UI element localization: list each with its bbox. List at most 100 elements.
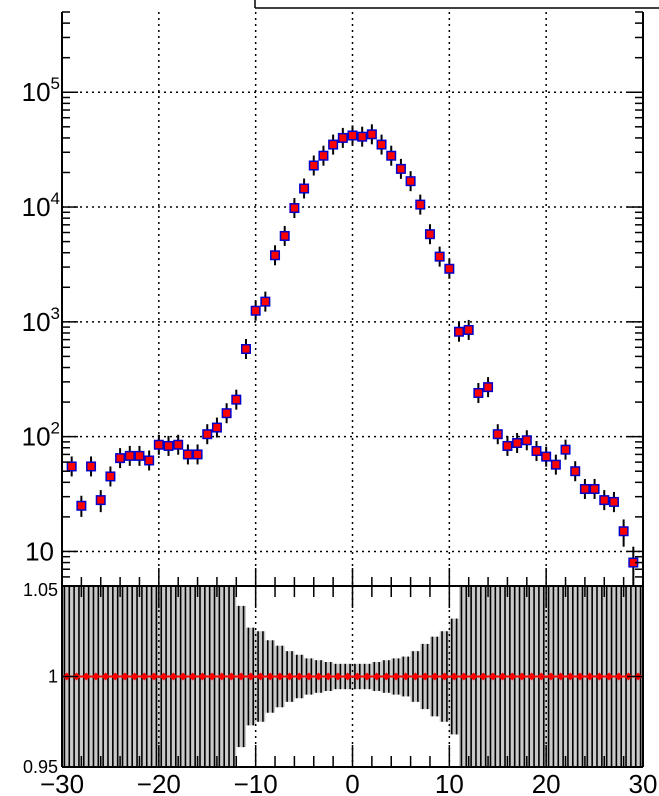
ratio-point: [324, 672, 333, 681]
data-marker: [155, 441, 163, 449]
data-marker: [416, 201, 424, 209]
data-point: [289, 198, 300, 219]
data-marker: [271, 251, 279, 259]
data-marker: [378, 141, 386, 149]
ratio-point: [169, 672, 178, 681]
data-marker: [571, 467, 579, 475]
data-marker: [339, 134, 347, 142]
data-marker: [503, 442, 511, 450]
data-point: [347, 125, 358, 146]
ratio-point: [256, 672, 265, 681]
top-y-tick-label: 103: [22, 304, 60, 337]
data-point: [86, 456, 97, 477]
data-marker: [68, 462, 76, 470]
ratio-point: [217, 672, 226, 681]
ratio-point: [149, 672, 158, 681]
data-point: [308, 155, 319, 176]
x-tick-label: −30: [40, 769, 84, 796]
ratio-markers: [62, 672, 643, 681]
ratio-point: [246, 672, 255, 681]
ratio-point: [227, 672, 236, 681]
data-point: [182, 444, 193, 465]
data-marker: [562, 446, 570, 454]
data-point: [337, 127, 348, 148]
data-marker: [77, 502, 85, 510]
data-marker: [620, 527, 628, 535]
ratio-point: [401, 672, 410, 681]
data-marker: [474, 389, 482, 397]
ratio-point: [82, 672, 91, 681]
ratio-point: [537, 672, 546, 681]
data-point: [579, 478, 590, 499]
x-tick-label: 30: [629, 769, 658, 796]
data-marker: [261, 298, 269, 306]
ratio-point: [576, 672, 585, 681]
ratio-point: [430, 672, 439, 681]
data-point: [163, 435, 174, 456]
data-point: [608, 491, 619, 513]
data-marker: [397, 165, 405, 173]
ratio-axes: [61, 585, 644, 768]
data-point: [366, 124, 377, 145]
data-point: [202, 424, 213, 445]
data-point: [599, 490, 610, 511]
data-point: [95, 490, 106, 513]
ratio-point: [488, 672, 497, 681]
data-marker: [610, 498, 618, 506]
top-plot-frame-fill: [62, 12, 643, 586]
data-marker: [387, 152, 395, 160]
data-marker: [436, 253, 444, 261]
data-point: [357, 126, 368, 147]
data-marker: [426, 230, 434, 238]
ratio-point: [459, 672, 468, 681]
ratio-point: [304, 672, 313, 681]
data-point: [483, 377, 494, 398]
data-point: [260, 291, 271, 312]
data-point: [279, 225, 290, 246]
data-marker: [252, 307, 260, 315]
ratio-point: [372, 672, 381, 681]
ratio-point: [595, 672, 604, 681]
ratio-point: [363, 672, 372, 681]
ratio-y-tick-label: 1: [48, 667, 58, 687]
data-point: [270, 245, 281, 266]
data-marker: [465, 326, 473, 334]
ratio-y-tick-label: 1.05: [23, 580, 58, 600]
ratio-point: [140, 672, 149, 681]
top-panel: 10 102 103 104 105: [22, 11, 644, 587]
data-point: [473, 382, 484, 403]
data-point: [221, 403, 232, 424]
data-marker: [126, 452, 134, 460]
data-marker: [591, 485, 599, 493]
ratio-point: [179, 672, 188, 681]
data-point: [318, 145, 329, 166]
data-point: [512, 433, 523, 454]
data-marker: [368, 130, 376, 138]
data-point: [560, 439, 571, 460]
data-marker: [97, 496, 105, 504]
data-point: [299, 178, 310, 199]
top-axes: [61, 11, 644, 587]
data-marker: [455, 328, 463, 336]
data-point: [211, 417, 222, 438]
ratio-point: [159, 672, 168, 681]
ratio-point: [130, 672, 139, 681]
data-point: [454, 321, 465, 342]
data-point: [124, 445, 135, 466]
ratio-point: [508, 672, 517, 681]
data-marker: [242, 345, 250, 353]
x-tick-label: −20: [137, 769, 181, 796]
data-marker: [145, 456, 153, 464]
data-marker: [116, 454, 124, 462]
data-marker: [552, 461, 560, 469]
ratio-point: [333, 672, 342, 681]
data-point: [115, 448, 126, 469]
data-point: [405, 171, 416, 192]
data-point: [376, 134, 387, 155]
data-point: [66, 456, 77, 477]
top-y-tick-label: 105: [22, 74, 60, 107]
ratio-point: [411, 672, 420, 681]
data-point: [415, 194, 426, 215]
data-point: [76, 495, 87, 517]
ratio-point: [517, 672, 526, 681]
